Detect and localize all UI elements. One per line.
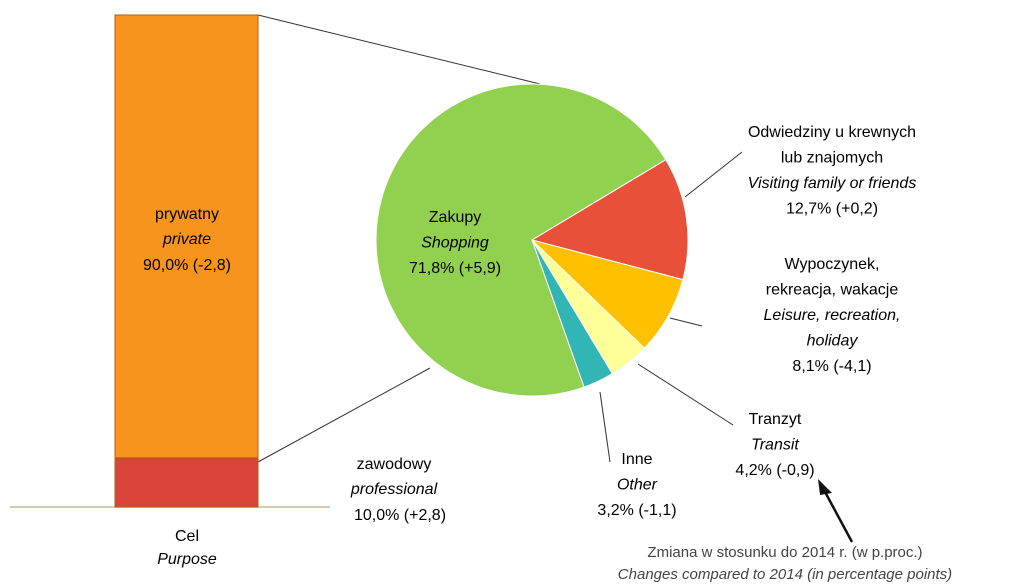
connector (257, 14, 541, 85)
arrow-head (818, 479, 832, 495)
series-label-en: private (162, 231, 211, 248)
slice-label-en: Transit (751, 437, 799, 454)
slice-label: rekreacja, wakacje (766, 282, 899, 299)
slice-label: Odwiedziny u krewnych (748, 124, 916, 141)
leader-line (684, 151, 743, 198)
annotation-en: Changes compared to 2014 (in percentage … (618, 566, 952, 583)
slice-label-en: holiday (807, 333, 859, 350)
series-label-en: professional (350, 481, 438, 498)
value-label: 10,0% (+2,8) (354, 507, 446, 524)
slice-label-en: Other (617, 477, 658, 494)
leader-line (669, 317, 703, 327)
slice-label: Wypoczynek, (785, 256, 880, 273)
arrow (822, 489, 854, 543)
bar-segment (114, 14, 259, 459)
value-label: 8,1% (-4,1) (792, 358, 871, 375)
leader-line (599, 391, 611, 463)
slice-label-en: Shopping (421, 235, 489, 252)
slice-label: Inne (621, 451, 652, 468)
slice-label: Tranzyt (749, 411, 802, 428)
connector (257, 367, 431, 463)
value-label: 3,2% (-1,1) (597, 502, 676, 519)
value-label: 71,8% (+5,9) (409, 260, 501, 277)
value-label: 90,0% (-2,8) (143, 257, 231, 274)
marks (114, 14, 689, 508)
value-label: 4,2% (-0,9) (735, 462, 814, 479)
slice-label-en: Leisure, recreation, (764, 307, 901, 324)
leader-line (637, 363, 734, 426)
bar-segment (114, 457, 259, 508)
slice-label-en: Visiting family or friends (748, 175, 917, 192)
annotation: Zmiana w stosunku do 2014 r. (w p.proc.) (647, 544, 922, 561)
pie-slice (530, 158, 689, 281)
value-label: 12,7% (+0,2) (786, 201, 878, 218)
series-label: zawodowy (357, 456, 432, 473)
slice-label: Zakupy (429, 209, 481, 226)
series-label: prywatny (155, 206, 219, 223)
x-label: Cel (175, 528, 199, 545)
slice-label: lub znajomych (781, 150, 883, 167)
x-label-en: Purpose (157, 551, 217, 568)
pie-slice (375, 83, 667, 397)
